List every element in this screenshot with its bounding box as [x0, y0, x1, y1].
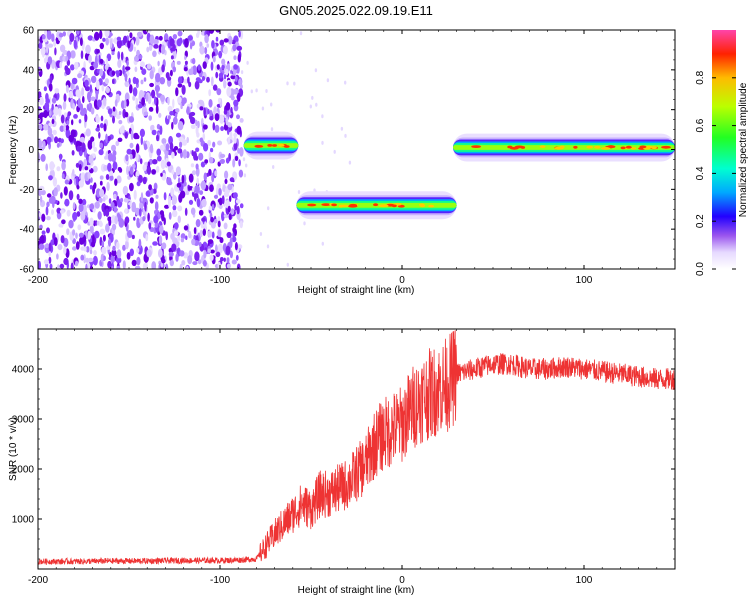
- noise-speckles: [38, 30, 352, 269]
- colorbar-ticks: 0.0 0.2 0.4 0.6 0.8: [695, 70, 736, 276]
- snr-content: [38, 330, 675, 566]
- spectrogram-y-tick-label: 20: [23, 105, 35, 116]
- snr-y-ticks: 1000 2000 3000 4000: [12, 328, 675, 560]
- spectrogram-y-label: Frequency (Hz): [8, 116, 19, 185]
- snr-y-tick-label: 3000: [12, 415, 35, 426]
- colorbar-gradient: [712, 30, 736, 269]
- snr-series-line: [38, 330, 675, 566]
- snr-x-tick-label: -200: [28, 575, 48, 586]
- colorbar-tick-label: 0.6: [695, 118, 706, 132]
- snr-x-tick-label: 0: [399, 575, 405, 586]
- spectrogram-y-tick-label: -60: [20, 265, 35, 276]
- spectrogram-x-label: Height of straight line (km): [298, 285, 415, 296]
- spectrogram-x-tick-label: -200: [28, 275, 48, 286]
- snr-panel: -200 -100 0 100 1000 2000 3000 4000 Height of …: [8, 328, 676, 596]
- colorbar: 0.0 0.2 0.4 0.6 0.8 Normalized spectral ampl…: [695, 30, 749, 276]
- colorbar-tick-label: 0.2: [695, 214, 706, 228]
- snr-x-ticks: -200 -100 0 100: [28, 329, 676, 586]
- spectrogram-y-tick-label: -40: [20, 225, 35, 236]
- snr-y-tick-label: 4000: [12, 365, 35, 376]
- spectrogram-x-tick-label: -100: [210, 275, 230, 286]
- snr-y-label: SNR (10 * v/v): [8, 417, 19, 481]
- colorbar-tick-label: 0.8: [695, 70, 706, 84]
- colorbar-label: Normalized spectral amplitude: [738, 82, 749, 217]
- ridge-1: [243, 131, 299, 160]
- spectrogram-y-tick-label: 0: [28, 145, 34, 156]
- snr-y-tick-label: 2000: [12, 465, 35, 476]
- snr-x-label: Height of straight line (km): [298, 585, 415, 596]
- spectrogram-x-tick-label: 100: [576, 275, 593, 286]
- ridge-3: [453, 133, 675, 162]
- snr-x-tick-label: 100: [576, 575, 593, 586]
- spectrogram-y-tick-label: 60: [23, 26, 35, 37]
- spectrogram-y-ticks: -60 -40 -20 0 20 40 60: [20, 26, 675, 276]
- figure-title: GN05.2025.022.09.19.E11: [279, 3, 433, 18]
- spectrogram-content: [38, 30, 675, 269]
- ridge-2: [296, 191, 457, 220]
- colorbar-tick-label: 0.0: [695, 262, 706, 276]
- spectrogram-y-tick-label: 40: [23, 65, 35, 76]
- colorbar-tick-label: 0.4: [695, 166, 706, 180]
- spectrogram-x-tick-label: 0: [399, 275, 405, 286]
- snr-y-tick-label: 1000: [12, 515, 35, 526]
- spectrogram-x-ticks: -200 -100 0 100: [28, 30, 676, 286]
- snr-x-tick-label: -100: [210, 575, 230, 586]
- spectrogram-y-tick-label: -20: [20, 185, 35, 196]
